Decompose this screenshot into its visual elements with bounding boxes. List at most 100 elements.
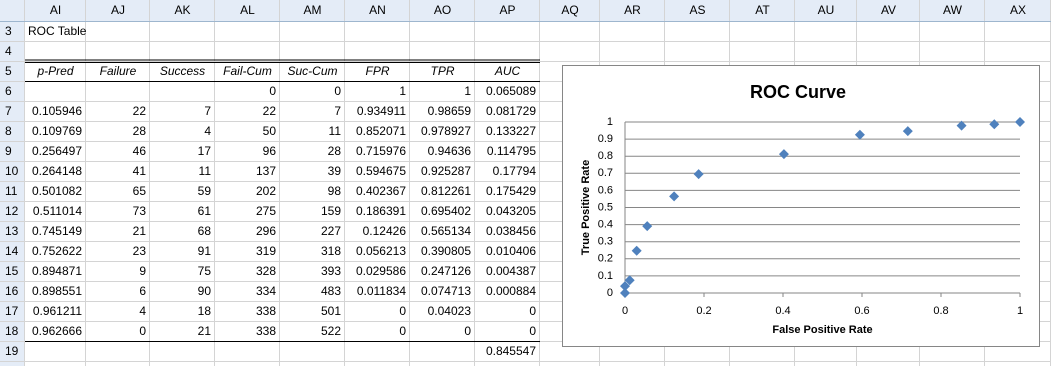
- y-tick-label: 0.5: [598, 201, 613, 213]
- row-header-bar: [0, 22, 25, 366]
- column-header: AO: [434, 3, 451, 17]
- cell: 28: [133, 124, 147, 138]
- row-number: 6: [5, 84, 12, 98]
- row-number: 13: [5, 224, 19, 238]
- cell: 0.175429: [486, 184, 536, 198]
- y-tick-label: 0.6: [598, 184, 613, 196]
- y-tick-label: 0.2: [598, 253, 613, 265]
- row-number: 18: [5, 324, 19, 338]
- data-point: [669, 191, 680, 202]
- column-title: AUC: [494, 64, 521, 78]
- x-tick-label: 0.2: [696, 305, 711, 317]
- y-tick-label: 0.7: [598, 167, 613, 179]
- column-header: AI: [50, 3, 61, 17]
- data-point: [778, 149, 789, 160]
- row-number: 17: [5, 304, 19, 318]
- data-point: [631, 245, 642, 256]
- cell: 18: [198, 304, 212, 318]
- column-header: AK: [174, 3, 190, 17]
- cell: 0.000884: [486, 284, 536, 298]
- data-point: [956, 120, 967, 131]
- cell: 0.065089: [486, 84, 536, 98]
- cell: 22: [133, 104, 147, 118]
- cell: 0.695402: [421, 204, 471, 218]
- cell: 28: [328, 144, 342, 158]
- cell: 96: [263, 144, 277, 158]
- cell: 328: [256, 264, 276, 278]
- column-header: AX: [1010, 3, 1026, 17]
- column-title: FPR: [366, 64, 390, 78]
- cell: 6: [139, 284, 146, 298]
- data-point: [642, 221, 653, 232]
- cell: 22: [263, 104, 277, 118]
- x-tick-label: 0.8: [933, 305, 948, 317]
- cell: 0.752622: [32, 244, 82, 258]
- y-axis-title: True Positive Rate: [580, 160, 592, 255]
- cell: 0.029586: [356, 264, 406, 278]
- column-header-bar: [0, 0, 1051, 22]
- cell: 1: [464, 84, 471, 98]
- cell: 91: [198, 244, 212, 258]
- row-number: 16: [5, 284, 19, 298]
- column-header: AJ: [111, 3, 125, 17]
- column-title: p-Pred: [36, 64, 73, 78]
- cell: 0: [464, 324, 471, 338]
- row-number: 12: [5, 204, 19, 218]
- row-number: 4: [5, 44, 12, 58]
- cell: 338: [256, 324, 276, 338]
- data-point: [624, 275, 635, 286]
- cell: 0.894871: [32, 264, 82, 278]
- column-title: Success: [160, 64, 205, 78]
- cell: 21: [198, 324, 212, 338]
- data-point: [989, 119, 1000, 130]
- cell: 0.978927: [421, 124, 471, 138]
- cell: 0: [399, 304, 406, 318]
- y-tick-label: 0.9: [598, 133, 613, 145]
- cell: 11: [199, 164, 212, 178]
- cell: 90: [198, 284, 212, 298]
- cell: 0.925287: [421, 164, 471, 178]
- cell: 0.402367: [356, 184, 406, 198]
- cell: 0.247126: [421, 264, 471, 278]
- cell: 0.565134: [421, 224, 471, 238]
- cell: 338: [256, 304, 276, 318]
- row-number: 5: [5, 64, 12, 78]
- cell: 0: [399, 324, 406, 338]
- cell: 21: [133, 224, 147, 238]
- cell: 0.011834: [357, 284, 406, 298]
- column-header: AN: [369, 3, 386, 17]
- y-tick-label: 1: [607, 116, 613, 128]
- cell: 0.114795: [487, 144, 536, 158]
- cell: 4: [139, 304, 146, 318]
- cell: 137: [256, 164, 276, 178]
- x-axis-title: False Positive Rate: [772, 324, 872, 336]
- cell: 275: [256, 204, 276, 218]
- cell: 227: [321, 224, 341, 238]
- data-point: [620, 281, 630, 292]
- cell: 0.511014: [33, 204, 82, 218]
- data-point: [902, 126, 913, 137]
- cell: 0.390805: [421, 244, 471, 258]
- column-header: AR: [624, 3, 641, 17]
- cell: 0.94636: [428, 144, 472, 158]
- cell: 73: [133, 204, 147, 218]
- cell: 68: [198, 224, 212, 238]
- cell: 0.264148: [32, 164, 82, 178]
- cell: 393: [321, 264, 341, 278]
- column-header: AU: [818, 3, 835, 17]
- y-tick-label: 0.8: [598, 150, 613, 162]
- cell: 59: [198, 184, 212, 198]
- cell: 0.133227: [486, 124, 536, 138]
- cell: 1: [399, 84, 406, 98]
- cell: 23: [133, 244, 147, 258]
- cell: 483: [321, 284, 341, 298]
- cell: 98: [328, 184, 342, 198]
- cell: 202: [256, 184, 276, 198]
- column-title: Suc-Cum: [287, 64, 337, 78]
- cell: 41: [133, 164, 147, 178]
- cell: 296: [256, 224, 276, 238]
- column-header: AV: [881, 3, 896, 17]
- y-tick-label: 0: [607, 287, 613, 299]
- cell: 159: [321, 204, 341, 218]
